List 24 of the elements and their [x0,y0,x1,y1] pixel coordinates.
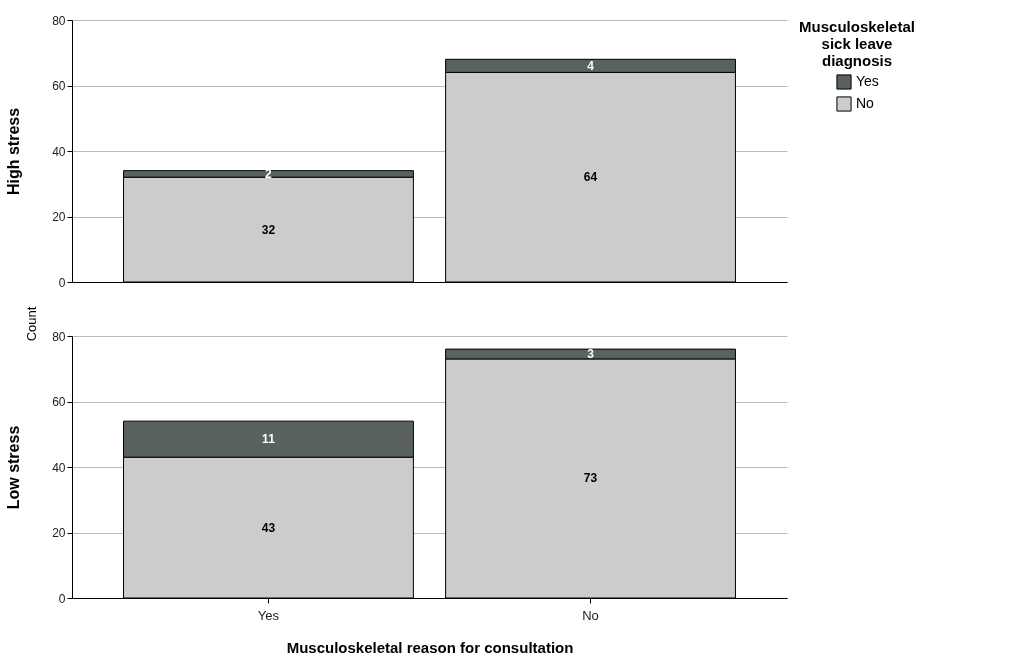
y-tick-label: 80 [52,13,66,28]
data-label: 32 [261,222,276,237]
y-tick-label: 40 [52,144,66,159]
data-label: 3 [587,347,595,362]
y-tick-label: 0 [58,591,66,606]
data-label: 11 [262,432,276,447]
y-tick-label: 80 [52,329,66,344]
data-label: 4 [587,58,595,73]
legend-label: Yes [856,73,879,89]
y-tick-label: 60 [52,79,66,93]
y-tick-label: 40 [52,460,66,475]
y-tick-label: 20 [52,210,66,224]
data-label: 73 [583,471,598,486]
legend-title: Musculoskeletal sick leave diagnosis [799,18,915,69]
y-tick-label: 0 [58,275,66,290]
data-label: 43 [261,520,276,535]
y-axis-title: Low stress [5,425,23,510]
y-axis-title: High stress [5,107,23,196]
text: Count [24,306,39,342]
y-tick-label: 20 [52,526,66,540]
y-tick-label: 60 [52,395,66,409]
legend-label: No [856,95,875,111]
data-label: 64 [583,170,598,185]
x-axis-title: Musculoskeletal reason for consultation [286,638,574,656]
